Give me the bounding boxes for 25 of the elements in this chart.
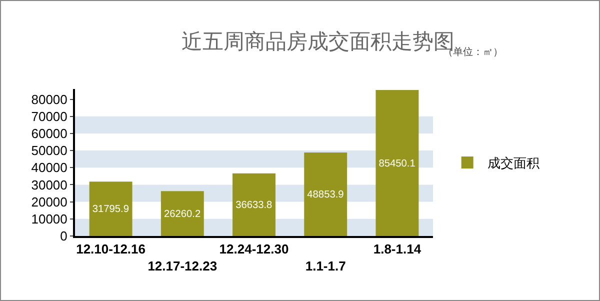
y-tick-label: 60000 bbox=[31, 126, 68, 141]
legend-label: 成交面积 bbox=[487, 156, 540, 172]
y-tick-label: 70000 bbox=[31, 108, 68, 124]
data-label: 26260.2 bbox=[164, 208, 201, 220]
y-tick-label: 10000 bbox=[31, 211, 68, 226]
bar bbox=[160, 191, 204, 236]
data-label: 85450.1 bbox=[378, 158, 416, 170]
bar bbox=[89, 182, 132, 236]
bar bbox=[232, 173, 276, 236]
x-tick-label: 12.17-12.23 bbox=[148, 258, 218, 274]
y-tick-label: 50000 bbox=[31, 143, 68, 158]
x-tick-label: 12.24-12.30 bbox=[219, 242, 289, 257]
y-tick-label: 40000 bbox=[31, 160, 68, 176]
data-label: 48853.9 bbox=[307, 190, 344, 201]
bar bbox=[304, 152, 348, 236]
y-tick-label: 80000 bbox=[31, 92, 68, 107]
x-tick-label: 1.1-1.7 bbox=[305, 258, 346, 274]
x-tick-label: 1.8-1.14 bbox=[373, 242, 422, 257]
y-tick-label: 0 bbox=[60, 228, 68, 244]
x-tick-label: 12.10-12.16 bbox=[76, 242, 146, 257]
bar bbox=[376, 90, 419, 236]
y-tick-label: 30000 bbox=[31, 177, 68, 192]
y-tick-label: 20000 bbox=[31, 194, 68, 210]
data-label: 36633.8 bbox=[236, 200, 273, 212]
data-label: 31795.9 bbox=[92, 204, 130, 216]
